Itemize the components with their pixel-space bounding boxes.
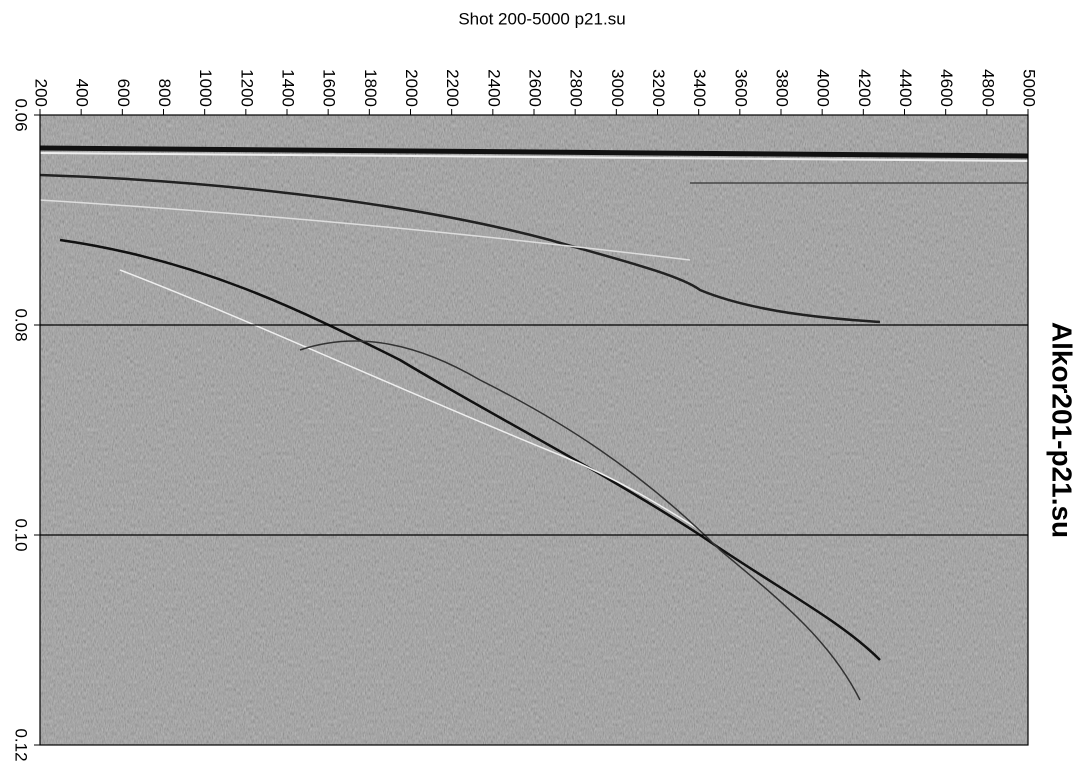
side-label: Alkor201-p21.su [1047, 322, 1078, 538]
x-tick-label: 1800 [361, 69, 380, 107]
x-tick-label: 800 [155, 79, 174, 107]
y-tick-label: 0.08 [12, 308, 31, 341]
x-tick-label: 3600 [731, 69, 750, 107]
reflector [59, 238, 881, 661]
x-tick-label: 1200 [237, 69, 256, 107]
reflector [299, 340, 861, 701]
y-tick-label: 0.12 [12, 728, 31, 761]
reflector [119, 269, 701, 531]
x-tick-label: 3200 [649, 69, 668, 107]
x-tick-label: 1000 [196, 69, 215, 107]
x-tick-label: 5000 [1020, 69, 1039, 107]
x-tick-label: 3400 [690, 69, 709, 107]
x-tick-label: 600 [114, 79, 133, 107]
reflector [40, 199, 691, 261]
x-tick-label: 4200 [855, 69, 874, 107]
x-tick-label: 3000 [608, 69, 627, 107]
x-tick-label: 3800 [773, 69, 792, 107]
chart-title: Shot 200-5000 p21.su [458, 9, 625, 28]
x-tick-label: 400 [73, 79, 92, 107]
x-tick-label: 4400 [896, 69, 915, 107]
x-tick-label: 1400 [279, 69, 298, 107]
x-tick-label: 1600 [320, 69, 339, 107]
x-tick-label: 2000 [402, 69, 421, 107]
seafloor [40, 145, 1028, 159]
x-tick-label: 2400 [484, 69, 503, 107]
x-tick-label: 4000 [814, 69, 833, 107]
x-tick-label: 4600 [937, 69, 956, 107]
x-tick-label: 4800 [978, 69, 997, 107]
y-tick-label: 0.10 [12, 518, 31, 551]
x-tick-label: 200 [32, 79, 51, 107]
x-tick-label: 2200 [443, 69, 462, 107]
reflector [40, 173, 881, 324]
y-tick-label: 0.06 [12, 98, 31, 131]
seafloor-echo [40, 152, 1028, 162]
noise [40, 115, 1028, 745]
x-tick-label: 2600 [526, 69, 545, 107]
x-tick-label: 2800 [567, 69, 586, 107]
seismic-image [40, 115, 1028, 745]
